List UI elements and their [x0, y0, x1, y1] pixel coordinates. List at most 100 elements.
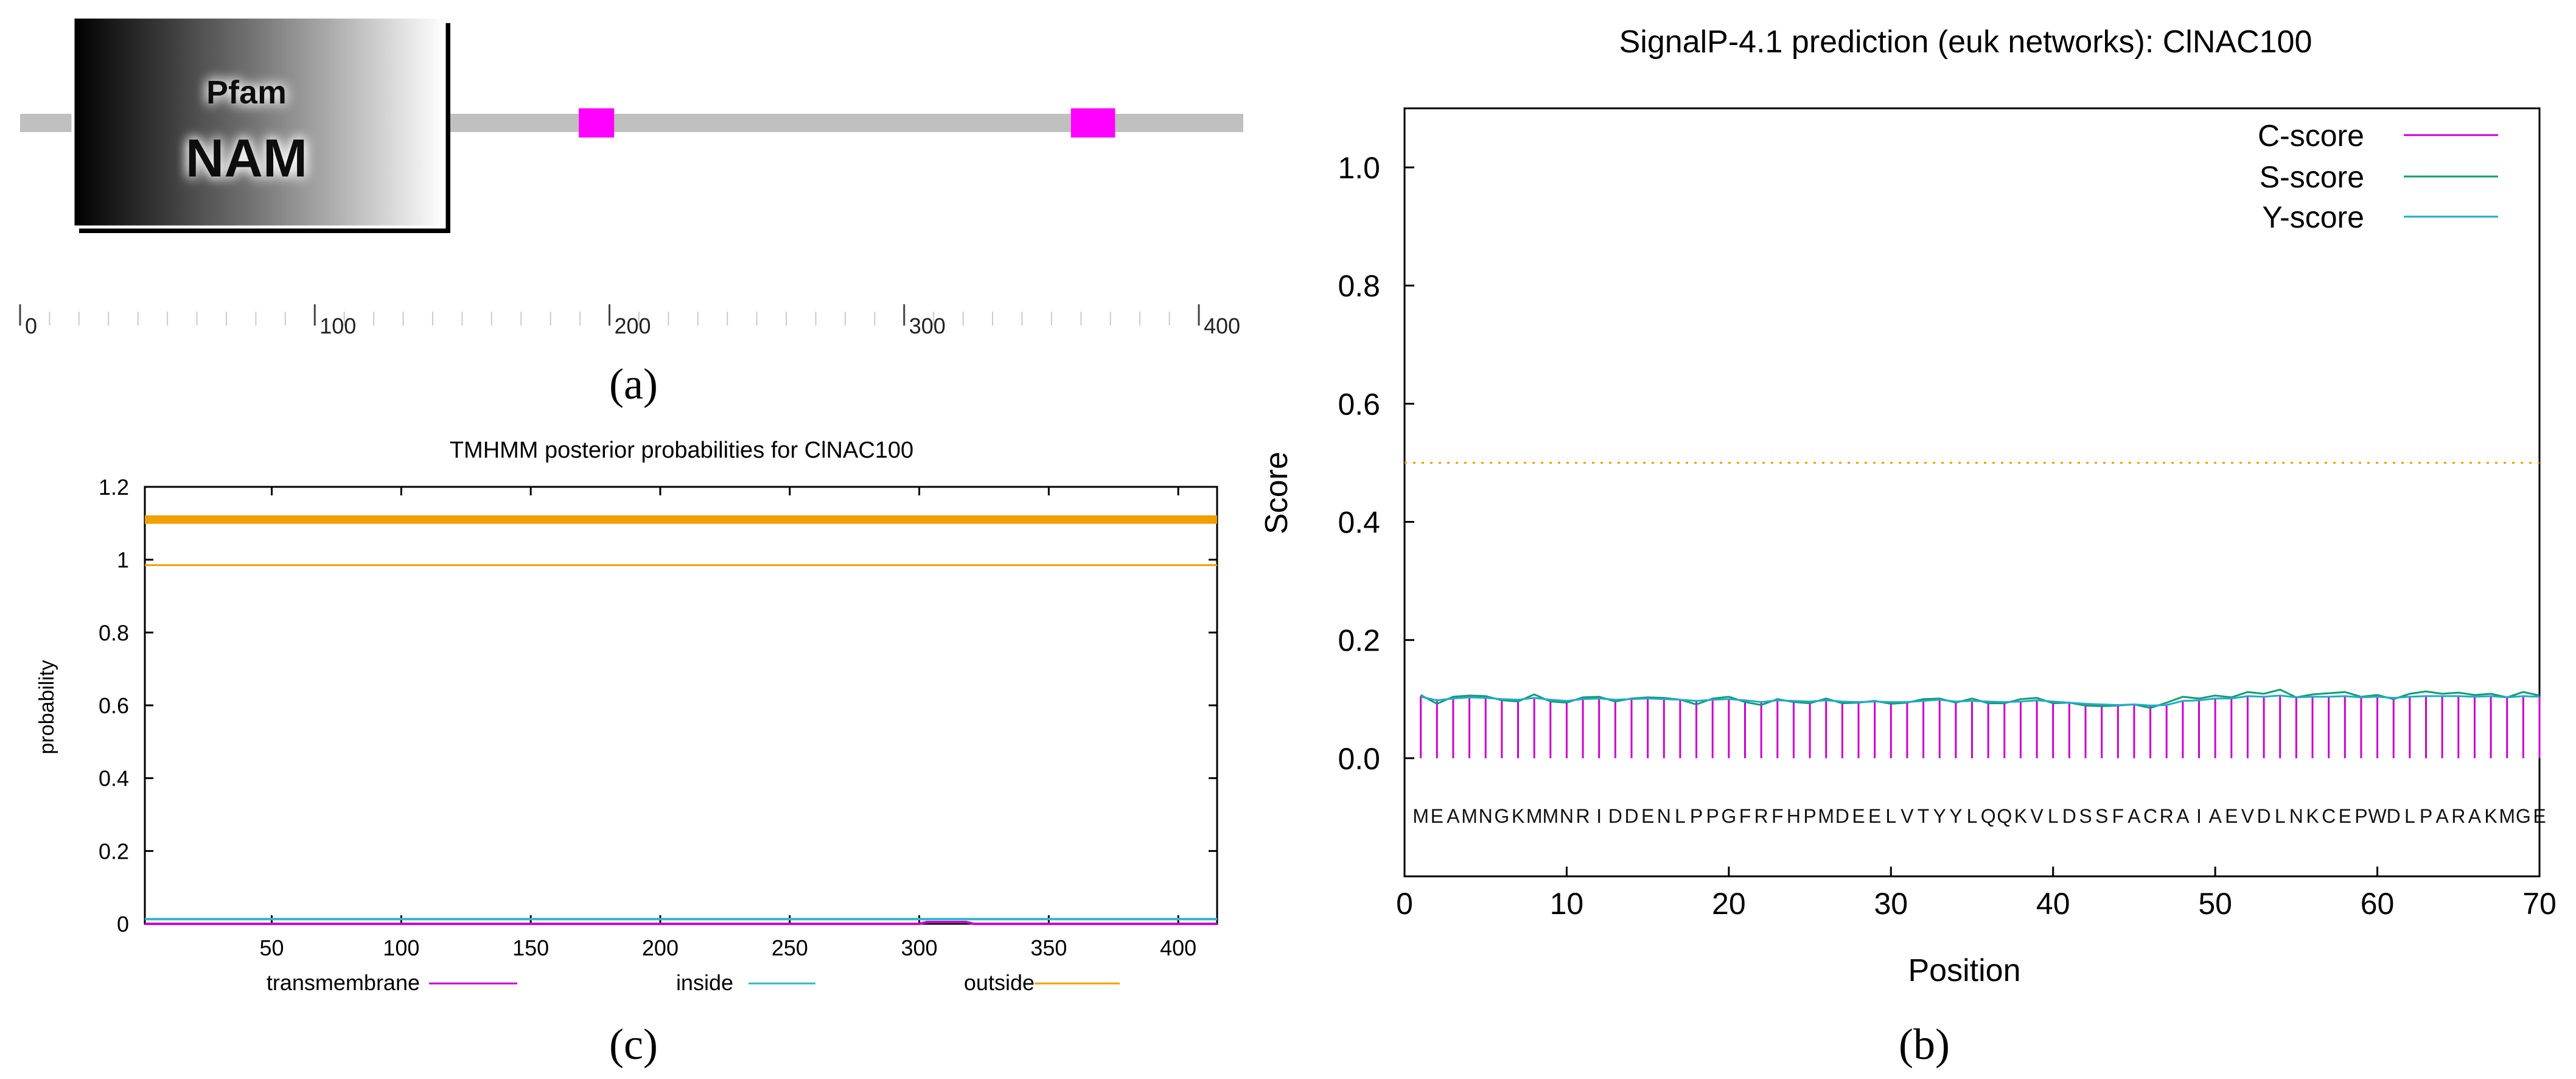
sequence-residue: G	[1494, 805, 1509, 827]
sequence-residue: N	[1479, 805, 1493, 827]
sequence-residue: C	[2322, 805, 2336, 827]
caption-c: (c)	[609, 1020, 658, 1069]
sequence-residue: S	[2095, 805, 2108, 827]
panel-a-domain-map: Pfam NAM 0 100 200 300 400 (a)	[19, 15, 1243, 408]
sequence-residue: Y	[1933, 805, 1946, 827]
sequence-residue: D	[2387, 805, 2401, 827]
signalp-legend: C-score S-score Y-score	[2258, 119, 2498, 234]
signalp-legend-label: S-score	[2260, 160, 2364, 194]
nam-domain-box	[71, 15, 446, 229]
tmhmm-y-tick-label: 0	[117, 912, 129, 937]
pfam-label: Pfam	[206, 74, 287, 111]
tmhmm-x-tick-label: 300	[901, 935, 938, 960]
tmhmm-y-axis-label: probability	[35, 660, 58, 755]
sequence-residue: V	[2241, 805, 2255, 827]
tmhmm-legend-label: inside	[676, 970, 733, 995]
sequence-residue: I	[2196, 805, 2202, 827]
tmhmm-y-tick-label: 0.6	[99, 693, 129, 718]
tmhmm-legend-label: transmembrane	[267, 970, 420, 995]
sequence-residue: E	[2339, 805, 2351, 827]
sequence-residue: V	[2030, 805, 2044, 827]
signalp-title: SignalP-4.1 prediction (euk networks): C…	[1619, 24, 2312, 60]
tmhmm-y-tick-label: 1	[117, 548, 129, 573]
sequence-residue: L	[1675, 805, 1686, 827]
tmhmm-x-tick-label: 200	[642, 935, 679, 960]
tmhmm-x-tick-label: 350	[1030, 935, 1067, 960]
sequence-residue: A	[2435, 805, 2449, 827]
ruler-tick-label: 200	[615, 313, 651, 338]
caption-b: (b)	[1899, 1020, 1950, 1069]
signalp-x-tick-label: 10	[1550, 887, 1584, 921]
sequence-residue: L	[1885, 805, 1896, 827]
sequence-residue: D	[2257, 805, 2271, 827]
sequence-residue: A	[2176, 805, 2190, 827]
sequence-residue: E	[1868, 805, 1881, 827]
sequence-residue: P	[2420, 805, 2432, 827]
tmhmm-legend-label: outside	[964, 970, 1035, 995]
signalp-x-axis-label: Position	[1908, 953, 2021, 988]
panel-b-signalp-plot: SignalP-4.1 prediction (euk networks): C…	[1259, 24, 2557, 1069]
tmhmm-legend: transmembrane inside outside	[267, 970, 1120, 995]
tmhmm-x-tick-label: 50	[260, 935, 284, 960]
sequence-residue: E	[2533, 805, 2546, 827]
signalp-x-tick-label: 60	[2361, 887, 2395, 921]
sequence-residue: M	[1542, 805, 1559, 827]
sequence-residue: R	[2160, 805, 2174, 827]
tmhmm-y-tick-label: 0.8	[99, 620, 129, 645]
sequence-residue: A	[2468, 805, 2482, 827]
tmhmm-x-tick-label: 250	[772, 935, 808, 960]
sequence-residue: M	[1412, 805, 1429, 827]
tmhmm-frame	[144, 486, 1218, 925]
sequence-residue: D	[1624, 805, 1638, 827]
tmhmm-series-transmembrane	[145, 921, 1217, 925]
sequence-residue: E	[1852, 805, 1865, 827]
tmhmm-plot-area: 0 0.2 0.4 0.6 0.8 1 1.2 50 100 150 200 250 300 350 400	[99, 475, 1218, 960]
sequence-residue: F	[2112, 805, 2124, 827]
signalp-y-tick-label: 0.0	[1338, 742, 1380, 776]
signalp-x-tick-label: 40	[2036, 887, 2070, 921]
sequence-residue: R	[1754, 805, 1768, 827]
signalp-y-tick-label: 0.2	[1338, 624, 1380, 658]
sequence-residue: G	[1721, 805, 1736, 827]
motif-1	[579, 108, 615, 138]
sequence-residue: P	[1706, 805, 1719, 827]
sequence-residue: K	[2484, 805, 2497, 827]
sequence-residue: K	[2306, 805, 2319, 827]
sequence-residue: C	[2143, 805, 2157, 827]
signalp-frame	[1403, 107, 2541, 878]
ruler-tick-label: 0	[25, 313, 37, 338]
sequence-residue: K	[1512, 805, 1524, 827]
signalp-y-tick-label: 0.6	[1338, 387, 1380, 421]
signalp-x-tick-label: 30	[1874, 887, 1908, 921]
signalp-y-axis-label: Score	[1259, 452, 1294, 534]
sequence-residue: L	[1967, 805, 1978, 827]
signalp-x-tick-label: 50	[2198, 887, 2232, 921]
sequence-residue: E	[1641, 805, 1654, 827]
sequence-residue: A	[1447, 805, 1460, 827]
sequence-residue: L	[2404, 805, 2415, 827]
sequence-residue: Y	[1949, 805, 1962, 827]
tmhmm-y-tick-label: 0.2	[99, 839, 129, 864]
y-score-line	[1420, 694, 2540, 707]
sequence-residue: P	[1690, 805, 1703, 827]
ruler-tick-label: 100	[319, 313, 356, 338]
low-complexity-motifs	[579, 108, 1115, 138]
sequence-residue: K	[2014, 805, 2027, 827]
ruler-tick-label: 400	[1204, 313, 1240, 338]
sequence-residue: Q	[1997, 805, 2012, 827]
ruler-tick-label: 300	[909, 313, 946, 338]
sequence-residue: R	[1576, 805, 1590, 827]
sequence-residue: M	[1818, 805, 1834, 827]
tmhmm-y-tick-label: 0.4	[99, 766, 129, 791]
nam-label: NAM	[186, 128, 307, 188]
sequence-residue: F	[1771, 805, 1784, 827]
signalp-legend-label: Y-score	[2262, 200, 2364, 234]
sequence-residue: V	[1901, 805, 1914, 827]
sequence-residue: L	[2048, 805, 2059, 827]
signalp-legend-label: C-score	[2258, 119, 2364, 153]
signalp-x-tick-label: 20	[1712, 887, 1746, 921]
sequence-residue: A	[2208, 805, 2222, 827]
sequence-residue: P	[1803, 805, 1816, 827]
sequence-residue: H	[1787, 805, 1801, 827]
